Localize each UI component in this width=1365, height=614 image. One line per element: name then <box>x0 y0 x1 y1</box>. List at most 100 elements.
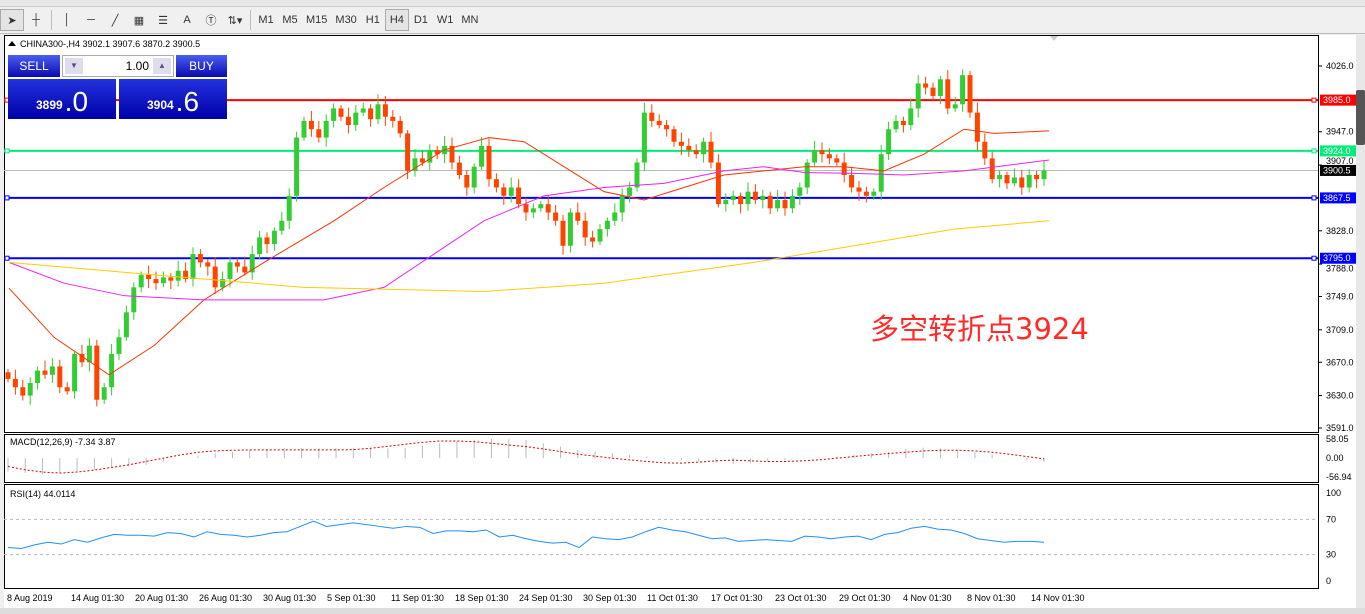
current-price-label: 3900.5 <box>1323 165 1351 175</box>
candle <box>819 142 825 163</box>
time-tick-label: 5 Sep 01:30 <box>327 593 376 603</box>
crosshair-icon[interactable]: ┼ <box>32 14 40 26</box>
candle-body <box>1026 175 1032 188</box>
candle <box>35 366 41 390</box>
chart-tabs[interactable] <box>0 608 1365 614</box>
level-price-tag <box>1320 192 1356 204</box>
candle-body <box>530 208 536 213</box>
candle <box>72 350 78 399</box>
vertical-scrollbar[interactable] <box>1356 35 1365 608</box>
candle <box>604 217 610 237</box>
buy-button[interactable]: BUY <box>176 55 227 77</box>
scrollbar-thumb[interactable] <box>1356 90 1365 145</box>
candle-body <box>834 158 840 163</box>
price-tick-label: 3828.0 <box>1326 226 1354 236</box>
candle <box>345 107 351 134</box>
fibonacci-icon[interactable]: ▦ <box>133 14 145 27</box>
candle-body <box>878 154 884 192</box>
candle-body <box>338 108 344 117</box>
candle-body <box>471 166 477 188</box>
vertical-line-icon[interactable]: │ <box>63 14 71 26</box>
candle <box>538 200 544 212</box>
candle-body <box>153 279 159 284</box>
candle-body <box>419 158 425 163</box>
candle <box>146 265 152 289</box>
candle <box>893 115 899 133</box>
candle <box>86 338 92 372</box>
candle-body <box>64 387 70 392</box>
candle-body <box>220 279 226 288</box>
bid-price[interactable]: 3899.0 <box>8 79 116 119</box>
candle <box>863 186 869 203</box>
trendline-icon[interactable]: ╱ <box>111 14 119 27</box>
candle-body <box>812 150 818 163</box>
candle-body <box>567 212 573 246</box>
candle <box>294 131 300 202</box>
candle-body <box>5 372 11 379</box>
arrows-icon[interactable]: ⇅▾ <box>227 14 243 27</box>
candle-body <box>641 112 647 163</box>
candle <box>138 271 144 293</box>
timeframe-mn[interactable]: MN <box>461 14 479 26</box>
candle <box>553 204 559 226</box>
candle <box>915 75 921 118</box>
candle-body <box>301 120 307 138</box>
candle <box>782 191 788 216</box>
candle <box>760 189 766 209</box>
chart-window[interactable]: CHINA300-,H4 3902.1 3907.6 3870.2 3900.5… <box>4 35 1356 608</box>
timeframe-m1[interactable]: M1 <box>258 14 274 26</box>
candle <box>308 110 314 137</box>
candle <box>264 232 270 254</box>
candle-body <box>952 104 958 109</box>
timeframe-m5[interactable]: M5 <box>282 14 298 26</box>
candle-body <box>582 220 588 238</box>
candle-body <box>974 112 980 142</box>
text-icon[interactable]: A <box>183 14 191 26</box>
timeframe-h1[interactable]: H1 <box>365 14 380 26</box>
timeframe-h4[interactable]: H4 <box>384 9 409 31</box>
timeframe-m15[interactable]: M15 <box>306 14 328 26</box>
horizontal-line-icon[interactable]: ─ <box>87 14 95 26</box>
candle <box>109 343 115 396</box>
candle-body <box>271 230 277 245</box>
candle-body <box>456 162 462 176</box>
level-handle <box>1311 97 1317 103</box>
candle-body <box>678 141 684 146</box>
candle-body <box>345 116 351 126</box>
candle-body <box>501 187 507 196</box>
candle-body <box>708 141 714 163</box>
timeframe-m30[interactable]: M30 <box>335 14 357 26</box>
candle-body <box>945 79 951 109</box>
chart-canvas[interactable]: CHINA300-,H4 3902.1 3907.6 3870.2 3900.5… <box>4 35 1356 608</box>
chart-title: CHINA300-,H4 3902.1 3907.6 3870.2 3900.5 <box>20 39 200 49</box>
candle <box>5 368 11 383</box>
candle <box>789 189 795 214</box>
candle <box>767 191 773 215</box>
candle-body <box>316 129 322 138</box>
candle-body <box>397 120 403 134</box>
time-tick-label: 20 Aug 01:30 <box>135 593 188 603</box>
macd-tick-label: 58.05 <box>1326 434 1349 444</box>
rsi-tick-label: 0 <box>1326 576 1331 586</box>
lot-size-input[interactable]: 1.00 <box>125 59 149 73</box>
timeframe-w1[interactable]: W1 <box>436 14 454 26</box>
text-label-icon[interactable]: Ⓣ <box>205 15 217 27</box>
candle-body <box>900 120 906 126</box>
candle <box>368 104 374 127</box>
candle-body <box>545 204 551 213</box>
ask-price[interactable]: 3904.6 <box>119 79 227 119</box>
increase-icon[interactable]: ▲ <box>153 58 171 74</box>
timeframe-d1[interactable]: D1 <box>413 14 428 26</box>
candle-body <box>242 266 248 273</box>
sell-button[interactable]: SELL <box>8 55 60 77</box>
lot-size-stepper[interactable]: ▼ 1.00 ▲ <box>62 55 174 77</box>
candle <box>997 170 1003 188</box>
candle-body <box>789 195 795 209</box>
fibo-fan-icon[interactable]: ☰ <box>158 14 168 27</box>
candle-body <box>331 108 337 121</box>
cursor-icon[interactable]: ➤ <box>0 9 24 31</box>
price-tick-label: 3788.0 <box>1326 264 1354 274</box>
candle-body <box>405 133 411 171</box>
candle-body <box>123 312 129 338</box>
decrease-icon[interactable]: ▼ <box>65 58 83 74</box>
